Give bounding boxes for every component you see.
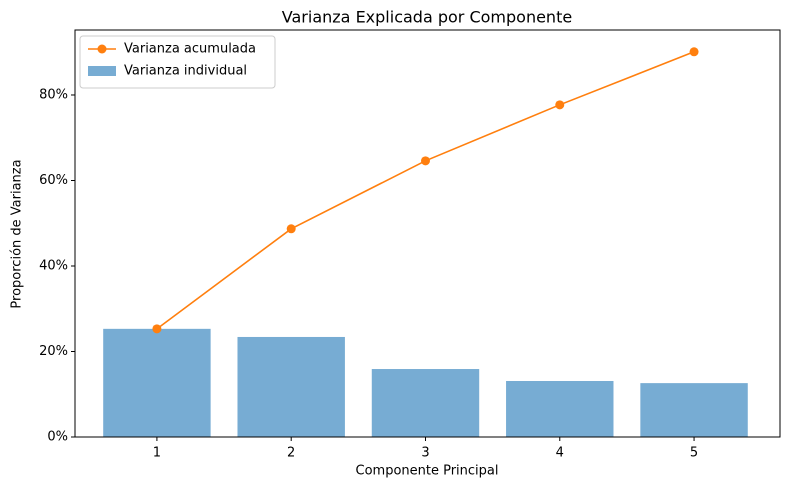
y-tick-label: 80% [39,87,68,102]
legend: Varianza acumulada Varianza individual [79,35,276,89]
y-tick-label: 60% [39,173,68,188]
point [689,47,699,57]
x-axis-label: Componente Principal [356,464,499,479]
x-tick-label: 2 [287,446,295,461]
line [156,51,695,330]
chart-title: Varianza Explicada por Componente [282,8,572,27]
bar [640,383,748,437]
legend-swatch [88,66,116,76]
x-tick-label: 5 [690,446,698,461]
y-axis-label: Proporción de Varianza [10,159,25,308]
bar [506,380,614,437]
point [420,156,430,166]
bar [371,369,480,437]
point [152,324,162,334]
y-tick-label: 20% [39,344,68,359]
legend-swatch-marker [97,44,107,54]
x-tick-label: 3 [421,446,429,461]
legend-label: Varianza acumulada [124,42,256,57]
point [555,100,565,110]
legend-label: Varianza individual [124,64,247,79]
x-tick-label: 1 [153,446,161,461]
bar [237,336,345,437]
plot-area [103,47,748,437]
y-tick-label: 40% [39,258,68,273]
legend-frame [79,35,276,89]
bar [103,328,211,437]
axes-frame [74,29,781,438]
point [286,224,296,234]
x-tick-label: 4 [556,446,564,461]
y-tick-label: 0% [47,430,68,445]
